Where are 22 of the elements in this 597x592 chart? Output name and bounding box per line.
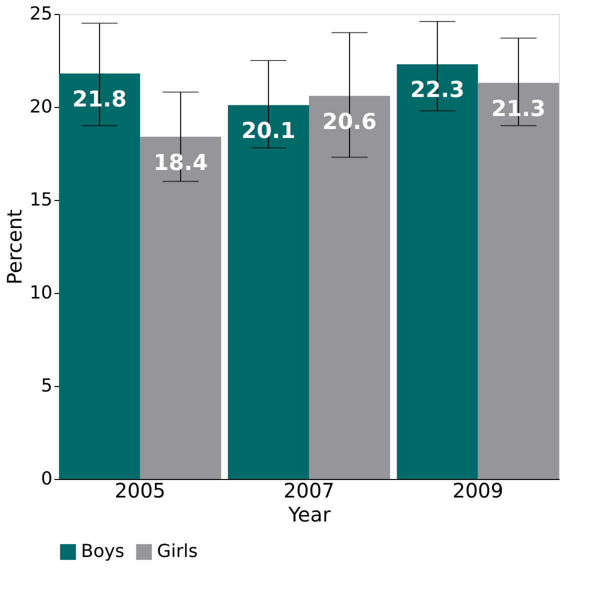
y-tick-label: 0 (41, 468, 52, 490)
bar (59, 74, 140, 479)
x-tick-label: 2009 (452, 478, 504, 502)
bar (228, 105, 309, 479)
data-label: 22.3 (410, 78, 465, 104)
legend-label: Girls (157, 541, 198, 562)
x-tick-label: 2007 (284, 478, 334, 502)
y-tick-label: 20 (30, 96, 52, 118)
y-tick-label: 25 (30, 4, 52, 24)
x-tick-label: 2005 (114, 478, 166, 502)
legend-label: Boys (81, 541, 124, 562)
data-label: 20.1 (241, 119, 296, 144)
y-axis-title: Percent (2, 209, 27, 285)
bar (140, 136, 222, 479)
bar (309, 96, 390, 479)
bar (478, 82, 559, 479)
y-tick-label: 15 (30, 190, 52, 210)
y-tick-label: 5 (41, 376, 52, 396)
bar (396, 64, 478, 479)
data-label: 21.8 (72, 88, 127, 113)
x-axis-title: Year (287, 502, 332, 526)
y-tick-label: 10 (30, 282, 52, 304)
